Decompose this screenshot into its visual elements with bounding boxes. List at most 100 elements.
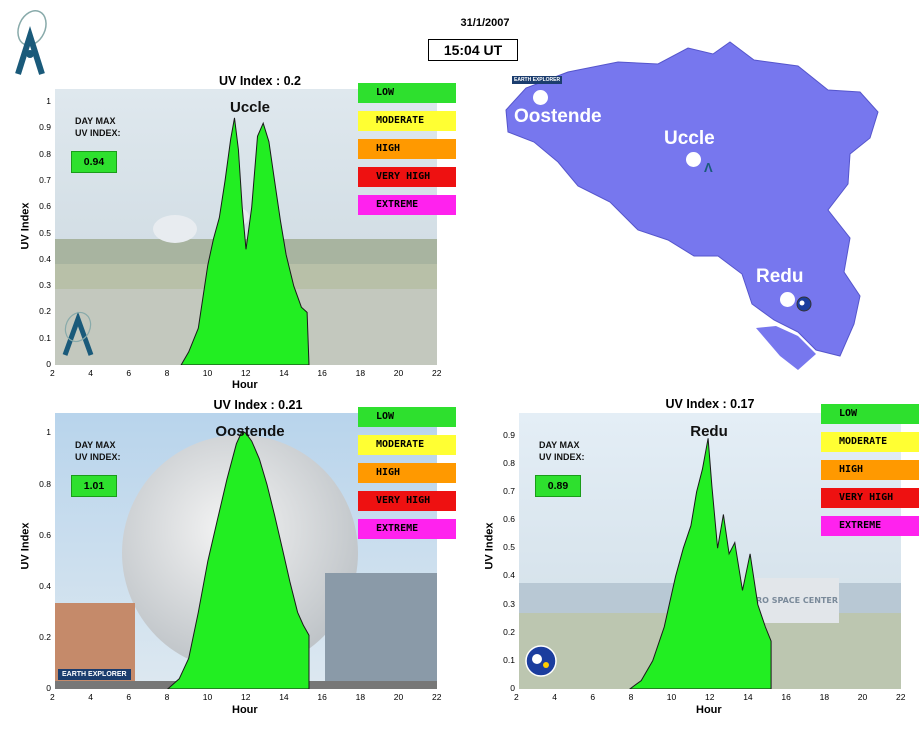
- oostende-xtick-label: 10: [202, 692, 213, 702]
- uccle-xtick-label: 14: [279, 368, 289, 378]
- redu-xtick-label: 18: [819, 692, 830, 702]
- redu-ytick-label: 0.7: [503, 485, 515, 496]
- uccle-marker[interactable]: [686, 152, 701, 167]
- uccle-ytick-label: 0.8: [39, 148, 51, 159]
- uccle-plot-area: Uccle DAY MAX UV INDEX: 0.94: [55, 89, 437, 365]
- map-earth-explorer-badge: EARTH EXPLORER: [512, 76, 563, 84]
- redu-ytick-label: 0.4: [503, 570, 515, 581]
- watermark-logo-icon: [61, 311, 95, 362]
- redu-series: [628, 438, 772, 689]
- uccle-chart-title: UV Index : 0.2: [219, 74, 301, 88]
- oostende-ytick-label: 0.2: [39, 631, 51, 642]
- legend-moderate: MODERATE: [358, 111, 456, 131]
- logo-icon: [10, 6, 50, 76]
- redu-building-sign: EURO SPACE CENTER: [744, 596, 838, 605]
- redu-plot-area: EURO SPACE CENTER Redu DAY MAX UV INDEX: …: [519, 413, 901, 689]
- uccle-xtick-label: 18: [355, 368, 366, 378]
- redu-xtick-label: 12: [705, 692, 715, 702]
- oostende-xtick-label: 18: [355, 692, 366, 702]
- legend-low: LOW: [358, 83, 456, 103]
- legend-very-high: VERY HIGH: [358, 167, 456, 187]
- legend-high: HIGH: [358, 139, 456, 159]
- oostende-marker[interactable]: [533, 90, 548, 105]
- uccle-ytick-label: 1: [46, 96, 51, 107]
- map-label-uccle: Uccle: [664, 128, 715, 149]
- uccle-site-name: Uccle: [229, 99, 271, 116]
- uccle-xtick-label: 6: [126, 368, 132, 378]
- belgium-south-lobe: [756, 326, 816, 370]
- uccle-ytick-label: 0.2: [39, 306, 51, 317]
- oostende-chart-title: UV Index : 0.21: [213, 398, 303, 412]
- redu-xtick-label: 14: [743, 692, 753, 702]
- redu-ylabel: UV Index: [483, 522, 496, 570]
- oostende-xtick-label: 2: [50, 692, 55, 702]
- redu-xlabel: Hour: [696, 704, 722, 716]
- oostende-ytick-label: 0.6: [39, 529, 51, 540]
- uccle-ytick-label: 0.7: [39, 175, 51, 185]
- oostende-xtick-label: 6: [126, 692, 132, 702]
- uccle-series: [180, 117, 310, 365]
- legend-extreme: EXTREME: [358, 195, 456, 215]
- legend-high: HIGH: [821, 460, 919, 480]
- oostende-xtick-label: 12: [241, 692, 251, 702]
- redu-ytick-label: 0.9: [503, 429, 515, 440]
- oostende-daymax-value: 1.01: [71, 475, 117, 497]
- legend-low: LOW: [821, 404, 919, 424]
- uccle-xlabel: Hour: [232, 379, 258, 391]
- uccle-daymax-label: DAY MAX UV INDEX:: [75, 116, 121, 138]
- legend-moderate: MODERATE: [358, 435, 456, 455]
- uccle-xtick-label: 2: [50, 368, 55, 378]
- belgium-shape: [505, 41, 879, 357]
- redu-xtick-label: 20: [857, 692, 868, 702]
- uccle-xtick-label: 16: [317, 368, 327, 378]
- legend-extreme: EXTREME: [821, 516, 919, 536]
- redu-uv-area: [628, 438, 772, 689]
- legend-high: HIGH: [358, 463, 456, 483]
- oostende-ytick-label: 0: [46, 683, 51, 693]
- uccle-daymax-value: 0.94: [71, 151, 117, 173]
- redu-xtick-label: 8: [628, 692, 634, 702]
- uccle-ytick-label: 0: [46, 359, 51, 369]
- euro-space-center-logo-icon: [525, 645, 557, 682]
- redu-xtick-label: 16: [781, 692, 791, 702]
- uccle-ytick-label: 0.1: [39, 332, 51, 343]
- uccle-uv-area: [180, 117, 310, 365]
- redu-ytick-label: 0.8: [503, 457, 515, 468]
- uccle-xtick-label: 12: [241, 368, 251, 378]
- uccle-ytick-label: 0.3: [39, 280, 51, 291]
- redu-site-name: Redu: [690, 423, 728, 440]
- oostende-site-name: Oostende: [215, 423, 285, 440]
- uccle-ylabel: UV Index: [19, 202, 32, 250]
- redu-xtick-label: 10: [666, 692, 677, 702]
- time-display: 15:04 UT: [428, 39, 518, 61]
- redu-ytick-label: 0.3: [503, 598, 515, 609]
- uccle-xtick-label: 4: [88, 368, 93, 378]
- redu-ytick-label: 0.2: [503, 626, 515, 637]
- oostende-xtick-label: 4: [88, 692, 93, 702]
- uccle-xtick-label: 22: [432, 368, 442, 378]
- uccle-ytick-label: 0.4: [39, 253, 51, 264]
- uccle-xtick-label: 8: [164, 368, 170, 378]
- redu-daymax-value: 0.89: [535, 475, 581, 497]
- uccle-ytick-label: 0.6: [39, 201, 51, 212]
- legend-low: LOW: [358, 407, 456, 427]
- map-label-oostende: Oostende: [514, 106, 602, 127]
- redu-marker[interactable]: [780, 292, 795, 307]
- oostende-ytick-label: 0.8: [39, 478, 51, 489]
- redu-xtick-label: 6: [590, 692, 596, 702]
- oostende-xlabel: Hour: [232, 704, 258, 716]
- oostende-xtick-label: 8: [164, 692, 170, 702]
- redu-xtick-label: 2: [514, 692, 519, 702]
- oostende-ylabel: UV Index: [19, 522, 32, 570]
- uccle-xtick-label: 10: [202, 368, 213, 378]
- oostende-daymax-label: DAY MAX UV INDEX:: [75, 440, 121, 462]
- oostende-ytick-label: 1: [46, 427, 51, 438]
- redu-logo-icon: [796, 296, 812, 317]
- redu-ytick-label: 0.5: [503, 542, 515, 553]
- oostende-uv-area: [166, 430, 310, 689]
- oostende-xtick-label: 22: [432, 692, 442, 702]
- redu-daymax-label: DAY MAX UV INDEX:: [539, 440, 585, 462]
- map-label-redu: Redu: [756, 266, 804, 287]
- legend-very-high: VERY HIGH: [358, 491, 456, 511]
- uccle-ytick-label: 0.9: [39, 122, 51, 133]
